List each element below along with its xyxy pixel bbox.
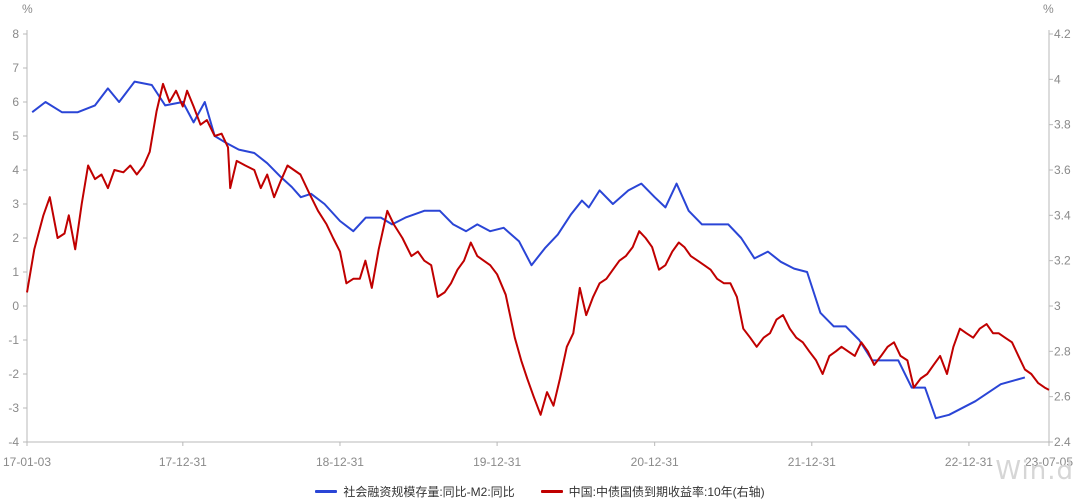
left-tick-label: 0 bbox=[12, 299, 19, 313]
x-tick-label: 17-12-31 bbox=[159, 455, 207, 469]
line-chart: % % 8 7 6 5 4 3 2 1 0 -1 -2 -3 -4 4.2 4 3.8 3.6 3.4 3.2 3 2… bbox=[3, 2, 1073, 469]
right-tick-label: 4 bbox=[1054, 72, 1061, 86]
x-axis-ticks: 17-01-03 17-12-31 18-12-31 19-12-31 20-12-31… bbox=[3, 442, 1073, 469]
left-tick-label: -3 bbox=[8, 401, 19, 415]
left-axis-unit: % bbox=[22, 2, 33, 16]
right-tick-label: 3.2 bbox=[1054, 254, 1071, 268]
left-tick-label: -4 bbox=[8, 435, 19, 449]
x-tick-label: 18-12-31 bbox=[316, 455, 364, 469]
x-tick-label: 21-12-31 bbox=[788, 455, 836, 469]
left-tick-label: -1 bbox=[8, 333, 19, 347]
left-unit-label: % bbox=[22, 2, 33, 16]
series-line-tsf-m2 bbox=[31, 80, 1026, 420]
left-tick-label: 3 bbox=[12, 197, 19, 211]
left-tick-label: 6 bbox=[12, 95, 19, 109]
right-unit-label: % bbox=[1043, 2, 1054, 16]
left-tick-label: -2 bbox=[8, 367, 19, 381]
x-tick-label: 22-12-31 bbox=[945, 455, 993, 469]
legend-swatch-blue bbox=[315, 489, 338, 493]
left-tick-label: 4 bbox=[12, 163, 19, 177]
left-tick-label: 8 bbox=[12, 27, 19, 41]
right-tick-label: 3.4 bbox=[1054, 208, 1071, 222]
right-tick-label: 3.6 bbox=[1054, 163, 1071, 177]
right-tick-label: 3.8 bbox=[1054, 118, 1071, 132]
x-tick-label: 17-01-03 bbox=[3, 455, 51, 469]
axes bbox=[26, 30, 1050, 443]
right-tick-label: 2.4 bbox=[1054, 435, 1071, 449]
left-tick-label: 7 bbox=[12, 61, 19, 75]
series-layer bbox=[26, 80, 1050, 420]
x-tick-label: 23-07-05 bbox=[1025, 455, 1073, 469]
legend-label-cgb-10y: 中国:中债国债到期收益率:10年(右轴) bbox=[568, 484, 765, 499]
legend-label-tsf-m2: 社会融资规模存量:同比-M2:同比 bbox=[343, 484, 515, 499]
legend-item-cgb-10y[interactable]: 中国:中债国债到期收益率:10年(右轴) bbox=[540, 482, 765, 500]
left-tick-label: 5 bbox=[12, 129, 19, 143]
right-axis-ticks: 4.2 4 3.8 3.6 3.4 3.2 3 2.8 2.6 2.4 bbox=[1049, 27, 1071, 449]
x-tick-label: 19-12-31 bbox=[473, 455, 521, 469]
left-tick-label: 1 bbox=[12, 265, 19, 279]
left-tick-label: 2 bbox=[12, 231, 19, 245]
right-tick-label: 4.2 bbox=[1054, 27, 1071, 41]
right-tick-label: 3 bbox=[1054, 299, 1061, 313]
series-line-cgb-10y bbox=[26, 82, 1050, 416]
legend: 社会融资规模存量:同比-M2:同比 中国:中债国债到期收益率:10年(右轴) bbox=[0, 482, 1080, 500]
watermark-logo: Win.d bbox=[995, 456, 1074, 486]
x-tick-label: 20-12-31 bbox=[631, 455, 679, 469]
right-axis-unit: % bbox=[1043, 2, 1054, 16]
right-tick-label: 2.8 bbox=[1054, 344, 1071, 358]
right-tick-label: 2.6 bbox=[1054, 390, 1071, 404]
legend-item-tsf-m2[interactable]: 社会融资规模存量:同比-M2:同比 bbox=[315, 482, 515, 500]
left-axis-ticks: 8 7 6 5 4 3 2 1 0 -1 -2 -3 -4 bbox=[8, 27, 27, 449]
legend-swatch-red bbox=[540, 489, 563, 493]
